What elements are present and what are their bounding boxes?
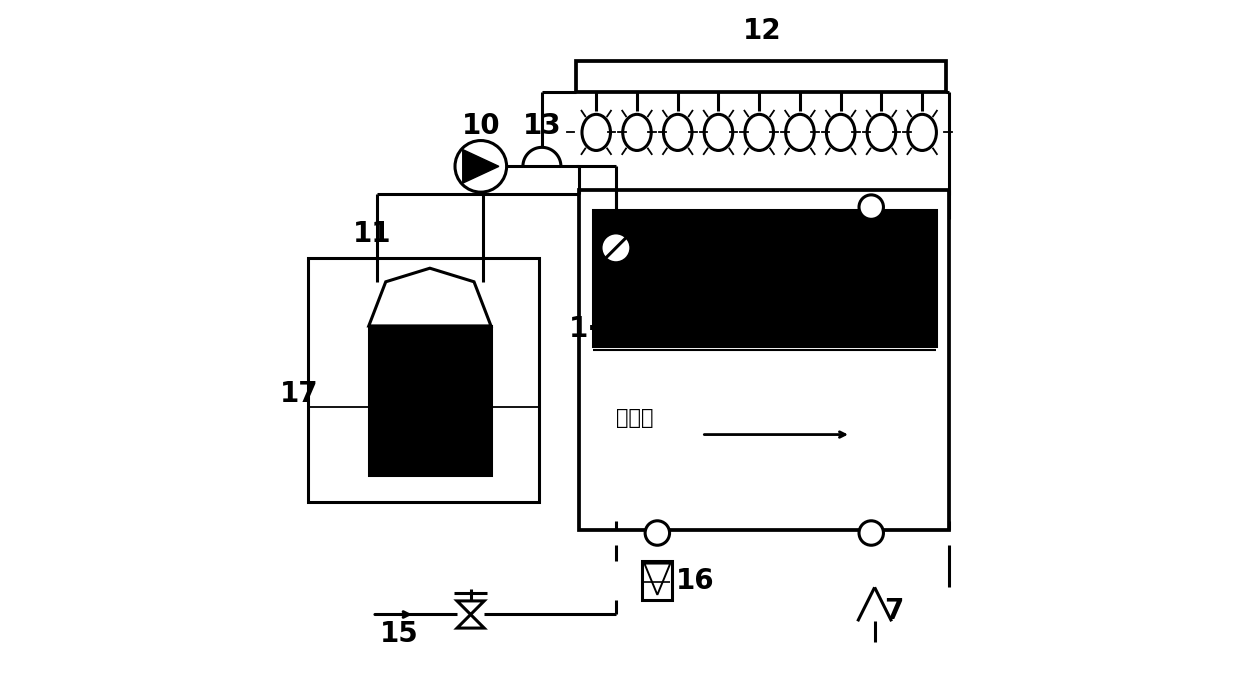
Ellipse shape [582, 114, 610, 151]
Ellipse shape [826, 114, 854, 151]
Polygon shape [463, 149, 498, 183]
Text: 14: 14 [618, 230, 656, 259]
Polygon shape [368, 268, 491, 326]
Text: 7: 7 [884, 597, 903, 625]
Circle shape [859, 521, 883, 545]
Text: 12: 12 [743, 16, 782, 45]
Ellipse shape [745, 114, 774, 151]
Ellipse shape [622, 114, 651, 151]
Text: 16: 16 [676, 566, 714, 595]
Polygon shape [523, 147, 560, 166]
Circle shape [645, 521, 670, 545]
Bar [308, 258, 538, 502]
Text: 13: 13 [522, 111, 562, 140]
Ellipse shape [663, 114, 692, 151]
Circle shape [601, 233, 631, 263]
Bar [642, 561, 672, 600]
Ellipse shape [908, 114, 936, 151]
Polygon shape [645, 564, 671, 595]
Bar [593, 210, 936, 346]
Polygon shape [458, 614, 484, 628]
Text: 气相室: 气相室 [616, 407, 653, 428]
Ellipse shape [786, 114, 815, 151]
Text: 15: 15 [379, 619, 419, 648]
Bar [579, 190, 950, 530]
Text: 10: 10 [461, 111, 500, 140]
Bar [368, 326, 491, 475]
Ellipse shape [867, 114, 895, 151]
Bar [575, 61, 946, 92]
Ellipse shape [704, 114, 733, 151]
Text: 11: 11 [353, 220, 392, 249]
Text: 1·: 1· [568, 315, 598, 344]
Circle shape [859, 195, 883, 219]
Text: 17: 17 [280, 380, 319, 408]
Polygon shape [458, 601, 484, 614]
Circle shape [455, 141, 507, 192]
